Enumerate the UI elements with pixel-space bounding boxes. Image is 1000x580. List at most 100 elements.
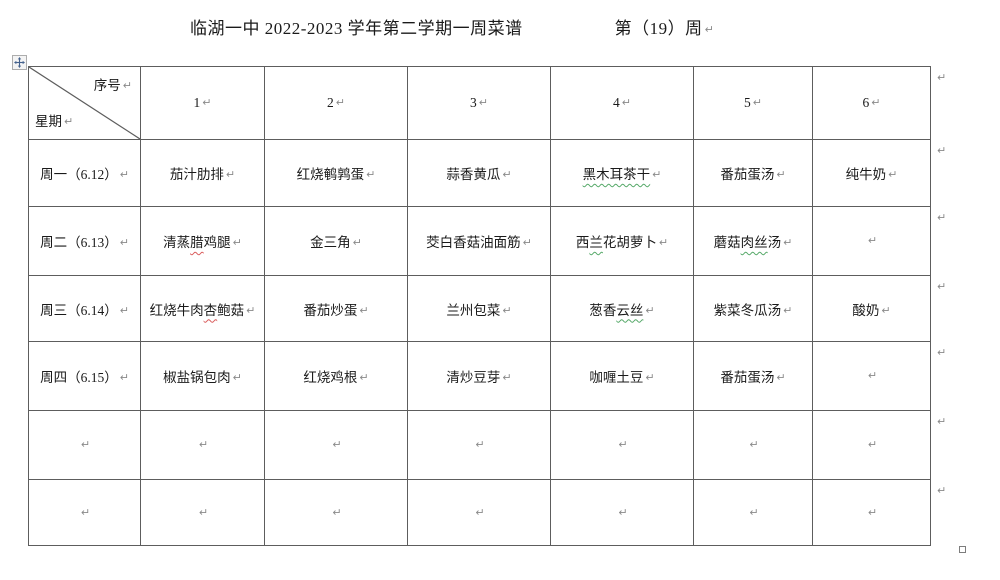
dish-cell[interactable]: 红烧鹌鹑蛋 ↵ — [264, 139, 408, 207]
dish-text: 清炒豆芽 — [446, 370, 501, 385]
dish-cell[interactable]: 葱香云丝 ↵ — [550, 275, 694, 342]
end-of-row-mark: ↵ — [937, 144, 947, 157]
column-header-text: 6 — [862, 95, 870, 110]
column-header-text: 4 — [613, 95, 620, 110]
table-resize-handle[interactable] — [959, 546, 966, 553]
dish-cell[interactable]: ↵ — [693, 410, 813, 480]
end-of-cell-mark: ↵ — [867, 505, 878, 519]
end-of-cell-mark: ↵ — [652, 168, 662, 181]
corner-label-weekday-text: 星期 — [35, 114, 62, 129]
dish-cell[interactable]: 茄汁肋排 ↵ — [140, 139, 265, 207]
corner-header-cell[interactable]: 序号 ↵ 星期 ↵ — [28, 66, 141, 140]
end-of-cell-mark: ↵ — [122, 79, 132, 92]
dish-cell[interactable]: ↵ — [407, 479, 551, 546]
dish-cell[interactable]: 椒盐锅包肉 ↵ — [140, 341, 265, 411]
end-of-cell-mark: ↵ — [332, 438, 342, 451]
day-cell[interactable]: 周二（6.13） ↵ — [28, 206, 141, 276]
dish-cell[interactable]: 番茄蛋汤 ↵ — [693, 341, 813, 411]
dish-cell[interactable]: ↵ — [812, 341, 931, 411]
dish-cell[interactable]: 清炒豆芽 ↵ — [407, 341, 551, 411]
column-header-6[interactable]: 6 ↵ — [812, 66, 931, 140]
end-of-cell-mark: ↵ — [867, 369, 878, 382]
column-header-2[interactable]: 2 ↵ — [264, 66, 408, 140]
diagonal-divider — [29, 67, 140, 139]
day-cell[interactable]: 周一（6.12） ↵ — [28, 139, 141, 207]
end-of-cell-mark: ↵ — [475, 438, 485, 451]
dish-cell[interactable]: ↵ — [812, 410, 931, 480]
dish-text: 葱香 — [589, 302, 617, 318]
dish-cell[interactable]: ↵ — [264, 410, 408, 480]
dish-cell[interactable]: 清蒸腊鸡腿 ↵ — [140, 206, 265, 276]
end-of-cell-mark: ↵ — [749, 438, 759, 451]
end-of-cell-mark: ↵ — [749, 505, 759, 519]
dish-cell[interactable]: 咖喱土豆 ↵ — [550, 341, 694, 411]
dish-cell[interactable]: 番茄蛋汤 ↵ — [693, 139, 813, 207]
end-of-cell-mark: ↵ — [867, 438, 878, 451]
dish-cell[interactable]: ↵ — [264, 479, 408, 546]
dish-cell[interactable]: ↵ — [140, 479, 265, 546]
end-of-cell-mark: ↵ — [888, 168, 898, 181]
end-of-cell-mark: ↵ — [80, 438, 91, 451]
dish-cell[interactable]: 黑木耳茶干 ↵ — [550, 139, 694, 207]
dish-cell[interactable]: 番茄炒蛋 ↵ — [264, 275, 408, 342]
dish-cell[interactable]: 兰州包菜 ↵ — [407, 275, 551, 342]
day-cell[interactable]: ↵ — [28, 410, 141, 480]
day-cell[interactable]: 周三（6.14） ↵ — [28, 275, 141, 342]
end-of-row-mark: ↵ — [937, 280, 947, 293]
end-of-cell-mark: ↵ — [232, 371, 242, 384]
end-of-cell-mark: ↵ — [871, 96, 881, 109]
dish-cell[interactable]: ↵ — [812, 206, 931, 276]
end-of-cell-mark: ↵ — [232, 236, 242, 249]
dish-cell[interactable]: 西兰花胡萝卜 ↵ — [550, 206, 694, 276]
column-header-4[interactable]: 4 ↵ — [550, 66, 694, 140]
end-of-cell-mark: ↵ — [618, 505, 628, 519]
dish-cell[interactable]: 蒜香黄瓜 ↵ — [407, 139, 551, 207]
end-of-cell-mark: ↵ — [64, 115, 74, 128]
day-cell[interactable]: 周四（6.15） ↵ — [28, 341, 141, 411]
corner-label-number-text: 序号 — [93, 78, 121, 93]
end-of-cell-mark: ↵ — [475, 505, 485, 519]
dish-text: 蒜香黄瓜 — [446, 167, 501, 182]
dish-cell[interactable]: ↵ — [693, 479, 813, 546]
dish-text: 汤 — [767, 235, 782, 250]
end-of-row-mark: ↵ — [937, 484, 947, 497]
column-header-text: 5 — [744, 95, 751, 110]
end-of-cell-mark: ↵ — [783, 236, 793, 249]
dish-cell[interactable]: 紫菜冬瓜汤 ↵ — [693, 275, 813, 342]
end-of-cell-mark: ↵ — [335, 96, 345, 109]
column-header-5[interactable]: 5 ↵ — [693, 66, 813, 140]
dish-text: 椒盐锅包肉 — [163, 370, 231, 385]
table-row: 周四（6.15） ↵ 椒盐锅包肉 ↵ 红烧鸡根 ↵ 清炒豆芽 ↵ 咖喱土豆 ↵ 番茄蛋汤 ↵ ↵ — [28, 341, 931, 411]
end-of-row-mark: ↵ — [937, 415, 947, 428]
dish-cell[interactable]: ↵ — [550, 410, 694, 480]
dish-text: 番茄蛋汤 — [720, 370, 775, 385]
dish-text: 茭白香菇油面筋 — [426, 235, 521, 250]
dish-cell[interactable]: 红烧鸡根 ↵ — [264, 341, 408, 411]
dish-text: 兰州包菜 — [446, 302, 501, 318]
dish-cell[interactable]: 酸奶 ↵ — [812, 275, 931, 342]
end-of-cell-mark: ↵ — [202, 96, 212, 109]
end-of-row-mark: ↵ — [937, 71, 947, 84]
document-title[interactable]: 临湖一中 2022-2023 学年第二学期一周菜谱 第（19）周 ↵ — [190, 14, 714, 39]
dish-cell[interactable]: ↵ — [550, 479, 694, 546]
weekly-menu-table: 序号 ↵ 星期 ↵ 1 ↵ 2 ↵ 3 ↵ 4 ↵ 5 ↵ 6 ↵ 周一（6.12） ↵ 茄汁肋排 ↵ 红烧鹌鹑蛋 ↵ 蒜香… — [28, 66, 931, 546]
dish-cell[interactable]: 金三角 ↵ — [264, 206, 408, 276]
end-of-cell-mark: ↵ — [783, 303, 793, 317]
dish-cell[interactable]: ↵ — [812, 479, 931, 546]
table-move-handle-icon[interactable] — [12, 55, 27, 70]
end-of-cell-mark: ↵ — [246, 303, 256, 317]
dish-cell[interactable]: 红烧牛肉杏鲍菇 ↵ — [140, 275, 265, 342]
column-header-1[interactable]: 1 ↵ — [140, 66, 265, 140]
dish-cell[interactable]: 茭白香菇油面筋 ↵ — [407, 206, 551, 276]
dish-cell[interactable]: 蘑菇肉丝汤 ↵ — [693, 206, 813, 276]
end-of-cell-mark: ↵ — [359, 303, 369, 317]
dish-cell[interactable]: 纯牛奶 ↵ — [812, 139, 931, 207]
title-week-number: 第（19）周 — [614, 19, 703, 38]
column-header-3[interactable]: 3 ↵ — [407, 66, 551, 140]
dish-cell[interactable]: ↵ — [140, 410, 265, 480]
dish-text: 番茄蛋汤 — [720, 167, 775, 182]
dish-cell[interactable]: ↵ — [407, 410, 551, 480]
day-cell[interactable]: ↵ — [28, 479, 141, 546]
end-of-cell-mark: ↵ — [478, 96, 488, 109]
dish-text: 兰 — [589, 235, 603, 250]
